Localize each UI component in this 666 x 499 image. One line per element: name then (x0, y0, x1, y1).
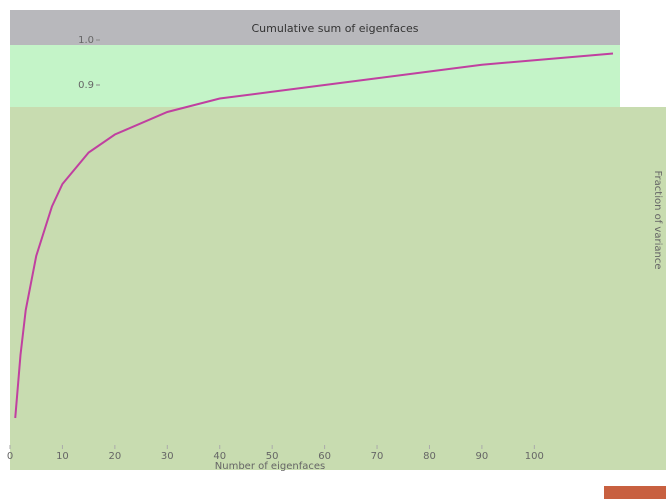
x-tick-label: 10 (56, 451, 69, 462)
x-tick-label: 90 (476, 451, 489, 462)
x-axis-label: Number of eigenfaces (215, 461, 325, 472)
x-tick-label: 100 (525, 451, 544, 462)
corner-tab (604, 486, 666, 499)
x-tick-label: 60 (318, 451, 331, 462)
y-tick-label: 1.0 (78, 35, 94, 46)
chart: Cumulative sum of eigenfaces Number of e… (0, 0, 666, 499)
plot-area (10, 107, 666, 470)
y-axis-label: Fraction of variance (652, 171, 663, 270)
x-tick-label: 70 (371, 451, 384, 462)
upper-band (10, 45, 620, 107)
x-tick-label: 30 (161, 451, 174, 462)
x-tick-label: 20 (109, 451, 122, 462)
x-tick-label: 40 (213, 451, 226, 462)
x-tick-label: 80 (423, 451, 436, 462)
x-tick-label: 50 (266, 451, 279, 462)
x-tick-label: 0 (7, 451, 13, 462)
chart-title: Cumulative sum of eigenfaces (252, 22, 419, 35)
y-tick-label: 0.9 (78, 80, 94, 91)
